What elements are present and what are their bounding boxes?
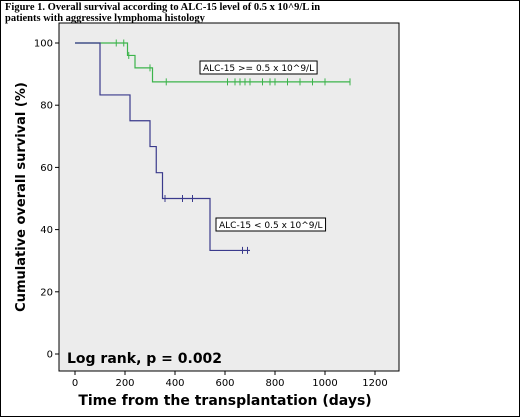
series-label-box-1: [199, 60, 318, 75]
y-tick-label: 60: [40, 163, 53, 174]
x-axis-title: Time from the transplantation (days): [78, 393, 371, 409]
axes-layer: 0 200 400 600 800 1000 1200 0 20 40 60 80 100: [34, 39, 388, 390]
y-tick-label: 80: [40, 101, 53, 112]
figure-caption-line2: patients with aggressive lymphoma histol…: [5, 13, 205, 24]
log-rank-annotation: Log rank, p = 0.002: [67, 351, 222, 367]
figure-caption-line1: Figure 1. Overall survival according to …: [5, 2, 321, 13]
y-axis-title: Cumulative overall survival (%): [14, 82, 29, 312]
x-tick-label: 600: [215, 378, 234, 389]
y-tick-label: 20: [40, 287, 53, 298]
x-tick-label: 200: [115, 378, 134, 389]
x-tick-label: 1000: [312, 378, 337, 389]
series-label-text-2: ALC-15 < 0.5 x 10^9/L: [219, 221, 323, 231]
series-label-text-1: ALC-15 >= 0.5 x 10^9/L: [203, 64, 314, 74]
x-tick-label: 1200: [362, 378, 387, 389]
plot-area: [58, 22, 400, 372]
annotation-layer: ALC-15 >= 0.5 x 10^9/L ALC-15 < 0.5 x 10^…: [199, 60, 327, 232]
figure-caption: Figure 1. Overall survival according to …: [5, 2, 435, 24]
x-tick-label: 0: [72, 378, 78, 389]
survival-curve-1: [75, 42, 350, 83]
survival-curve-2: [75, 42, 250, 252]
series-label-2: ALC-15 < 0.5 x 10^9/L: [215, 217, 327, 232]
series-layer: [75, 39, 351, 254]
series-label-1: ALC-15 >= 0.5 x 10^9/L: [199, 60, 318, 75]
x-tick-label: 800: [265, 378, 284, 389]
y-tick-label: 40: [40, 225, 53, 236]
y-tick-label: 0: [47, 350, 53, 361]
series-label-box-2: [215, 217, 327, 232]
y-tick-label: 100: [34, 39, 53, 50]
x-tick-label: 400: [165, 378, 184, 389]
